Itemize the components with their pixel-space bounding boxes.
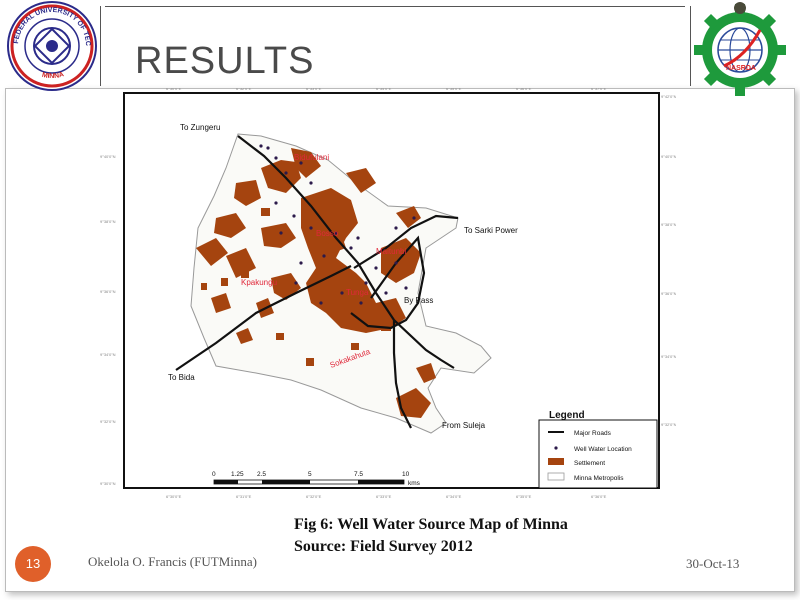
label-to-bida: To Bida <box>168 373 195 382</box>
svg-text:6°36'0"E: 6°36'0"E <box>591 494 607 499</box>
svg-text:6°30'0"E: 6°30'0"E <box>166 494 182 499</box>
svg-text:6°30'0"E: 6°30'0"E <box>166 88 182 91</box>
minna-map: 6°30'0"E 6°32'0"E 6°33'0"E 6°34'0"E 6°35'0"… <box>100 88 676 499</box>
label-to-sarki-power: To Sarki Power <box>464 226 518 235</box>
svg-text:9°30'0"N: 9°30'0"N <box>100 481 116 486</box>
svg-text:6°35'0"E: 6°35'0"E <box>516 494 532 499</box>
svg-text:6°34'0"E: 6°34'0"E <box>376 88 392 91</box>
place-bosso: Bosso <box>316 229 339 238</box>
caption-source: Source: Field Survey 2012 <box>294 538 473 555</box>
legend-item-settlement: Settlement <box>574 460 605 467</box>
scale-bar: 0 1.25 2.5 5 7.5 10 kms <box>212 471 421 487</box>
svg-text:6°34'0"E: 6°34'0"E <box>446 494 462 499</box>
footer-date: 30-Oct-13 <box>686 556 740 571</box>
scale-tick: 10 <box>402 471 410 478</box>
svg-text:6°36'0"E: 6°36'0"E <box>516 88 532 91</box>
scale-tick: 5 <box>308 471 312 478</box>
svg-text:9°38'0"N: 9°38'0"N <box>661 222 676 227</box>
slide-title: RESULTS <box>135 40 315 82</box>
place-bidufulani: Bidufulani <box>294 153 329 162</box>
figure-caption: Fig 6: Well Water Source Map of Minna So… <box>294 514 568 558</box>
header-rule-right <box>690 6 691 86</box>
nasrda-logo: NASRDA <box>694 2 786 96</box>
svg-text:9°34'0"N: 9°34'0"N <box>661 354 676 359</box>
svg-text:6°31'0"E: 6°31'0"E <box>236 494 252 499</box>
scale-tick: 2.5 <box>257 471 266 478</box>
label-by-pass: By Pass <box>404 296 433 305</box>
scale-tick: 7.5 <box>354 471 363 478</box>
legend-item-metropolis: Minna Metropolis <box>574 475 624 482</box>
svg-text:9°36'0"N: 9°36'0"N <box>100 289 116 294</box>
major-roads <box>175 135 459 429</box>
map-graticule: 6°30'0"E 6°32'0"E 6°33'0"E 6°34'0"E 6°35'0"… <box>100 88 676 499</box>
svg-text:6°33'0"E: 6°33'0"E <box>376 494 392 499</box>
svg-text:9°36'0"N: 9°36'0"N <box>661 291 676 296</box>
svg-text:MINNA: MINNA <box>41 71 65 80</box>
legend-title: Legend <box>549 410 585 421</box>
logo-ring-text-bottom: MINNA <box>41 71 65 80</box>
svg-text:6°32'0"E: 6°32'0"E <box>236 88 252 91</box>
well-water-locations <box>259 144 416 305</box>
place-maitunbi: Maitunbi <box>376 247 406 256</box>
svg-text:6°33'0"E: 6°33'0"E <box>306 88 322 91</box>
svg-text:9°42'0"N: 9°42'0"N <box>661 94 676 99</box>
place-tunga: Tunga <box>346 288 369 297</box>
svg-text:6°35'0"E: 6°35'0"E <box>446 88 462 91</box>
svg-text:9°34'0"N: 9°34'0"N <box>100 352 116 357</box>
svg-text:6°32'0"E: 6°32'0"E <box>306 494 322 499</box>
map-legend: Legend Major Roads Well Water Location S… <box>538 410 658 489</box>
header-rule-left <box>100 6 101 86</box>
futminna-logo: FEDERAL UNIVERSITY OF TECHNOLOGY MINNA <box>0 0 97 91</box>
label-to-zungeru: To Zungeru <box>180 123 220 132</box>
caption-title: Fig 6: Well Water Source Map of Minna <box>294 516 568 533</box>
svg-text:9°32'0"N: 9°32'0"N <box>100 419 116 424</box>
slide-number-badge: 13 <box>15 546 51 582</box>
nasrda-text: NASRDA <box>726 65 756 72</box>
svg-text:9°40'0"N: 9°40'0"N <box>100 154 116 159</box>
legend-item-wells: Well Water Location <box>574 446 632 453</box>
svg-text:6°37'0"E: 6°37'0"E <box>591 88 607 91</box>
svg-text:9°38'0"N: 9°38'0"N <box>100 219 116 224</box>
header-rule <box>105 6 685 7</box>
svg-text:9°40'0"N: 9°40'0"N <box>661 154 676 159</box>
footer-author: Okelola O. Francis (FUTMinna) <box>88 554 257 569</box>
legend-item-roads: Major Roads <box>574 430 612 437</box>
svg-text:9°32'0"N: 9°32'0"N <box>661 422 676 427</box>
place-kpakungu: Kpakungu <box>241 278 277 287</box>
scale-tick: 0 <box>212 471 216 478</box>
label-from-suleja: From Suleja <box>442 421 486 430</box>
scale-tick: 1.25 <box>231 471 244 478</box>
scale-unit: kms <box>408 480 421 487</box>
